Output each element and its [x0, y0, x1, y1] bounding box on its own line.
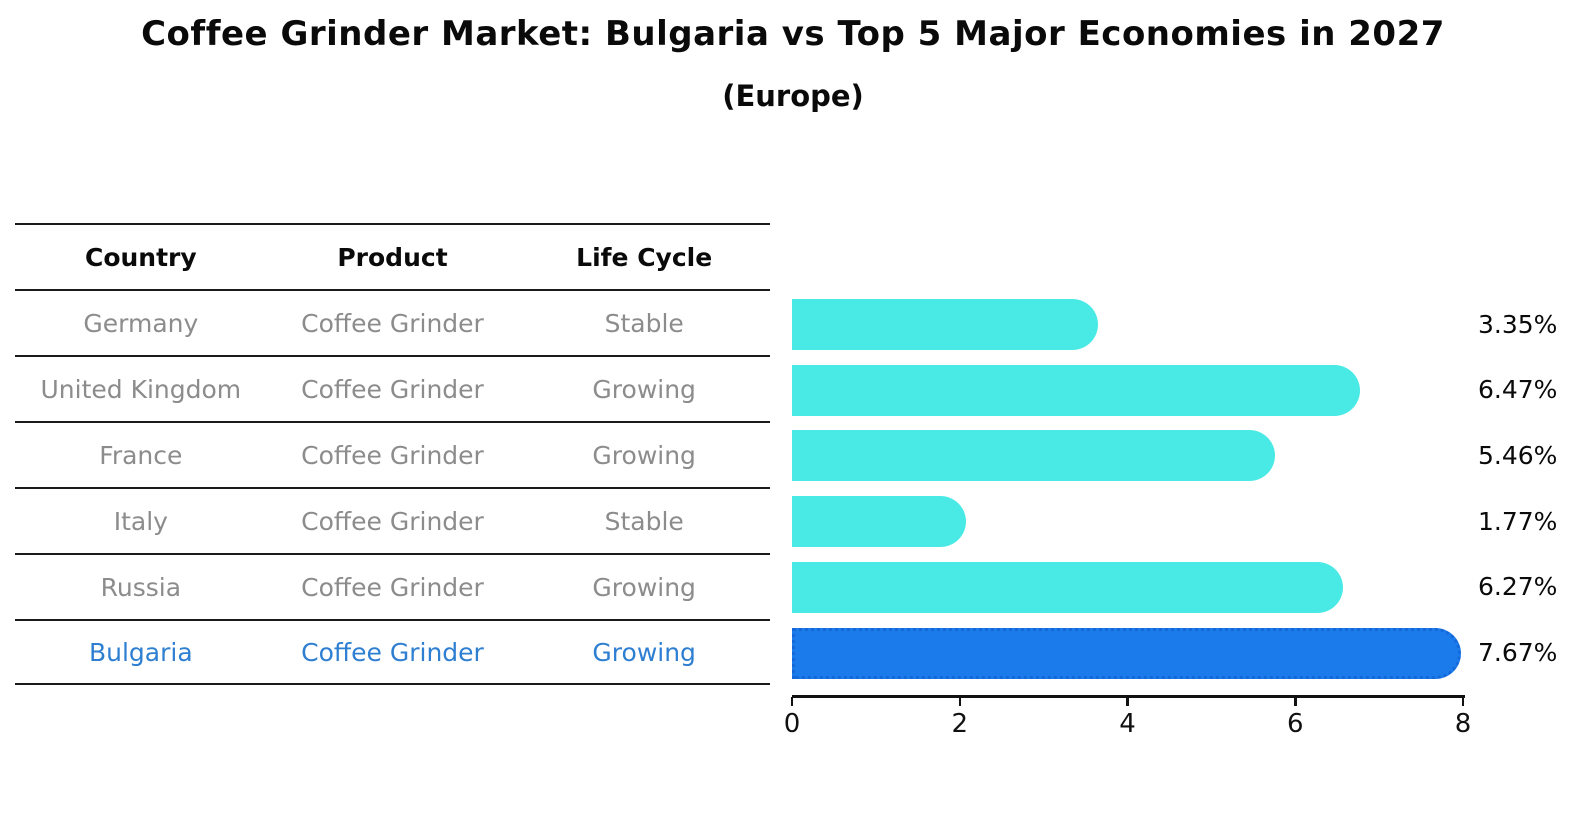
x-axis-tick: 6 — [1287, 697, 1304, 739]
bar-russia — [792, 561, 1344, 613]
x-tick-label: 4 — [1119, 709, 1136, 739]
table-row: France Coffee Grinder Growing — [15, 421, 770, 487]
cell-life-cycle: Growing — [592, 637, 696, 667]
column-header-life-cycle: Life Cycle — [576, 242, 713, 272]
value-label: 7.67% — [1478, 638, 1558, 667]
bar-plot: 0 2 4 6 8 3.35% 6.47% 5.46% 1.77% 6.27% … — [784, 223, 1586, 763]
value-label: 1.77% — [1478, 506, 1558, 536]
table-row: Russia Coffee Grinder Growing — [15, 553, 770, 619]
table-row: United Kingdom Coffee Grinder Growing — [15, 355, 770, 421]
cell-life-cycle: Stable — [604, 308, 684, 338]
cell-life-cycle: Stable — [604, 506, 684, 536]
cell-country: Russia — [100, 572, 182, 602]
value-label: 6.27% — [1478, 572, 1558, 602]
bar-united-kingdom — [792, 364, 1361, 416]
x-axis-tick: 2 — [951, 697, 968, 739]
cell-product: Coffee Grinder — [301, 572, 484, 602]
bar-bulgaria — [792, 627, 1461, 679]
bar-italy — [792, 496, 966, 548]
value-label: 5.46% — [1478, 440, 1558, 470]
column-header-product: Product — [337, 242, 448, 272]
x-tick-label: 2 — [951, 709, 969, 739]
cell-product: Coffee Grinder — [301, 506, 484, 536]
country-data-table: Country Product Life Cycle Germany Coffe… — [15, 223, 770, 685]
table-row: Bulgaria Coffee Grinder Growing — [15, 619, 770, 685]
cell-country: United Kingdom — [40, 374, 242, 404]
cell-product: Coffee Grinder — [301, 637, 484, 667]
cell-country: Germany — [83, 308, 199, 338]
cell-country: Bulgaria — [88, 637, 193, 667]
cell-life-cycle: Growing — [592, 440, 696, 470]
x-axis-line — [792, 695, 1465, 698]
bar-france — [792, 430, 1276, 482]
page-title: Coffee Grinder Market: Bulgaria vs Top 5… — [141, 14, 1445, 54]
cell-country: Italy — [113, 506, 168, 536]
value-label: 6.47% — [1478, 375, 1558, 405]
cell-product: Coffee Grinder — [301, 308, 484, 338]
x-tick-label: 8 — [1454, 709, 1472, 739]
table-row: Germany Coffee Grinder Stable — [15, 289, 770, 355]
value-label: 3.35% — [1478, 309, 1558, 339]
table-row: Italy Coffee Grinder Stable — [15, 487, 770, 553]
column-header-country: Country — [84, 242, 197, 272]
table-header-row: Country Product Life Cycle — [15, 223, 770, 289]
cell-life-cycle: Growing — [592, 374, 696, 404]
x-axis-tick: 4 — [1119, 697, 1136, 739]
x-axis-tick: 0 — [784, 697, 800, 739]
cell-life-cycle: Growing — [592, 572, 696, 602]
cell-product: Coffee Grinder — [301, 440, 484, 470]
cell-product: Coffee Grinder — [301, 374, 484, 404]
x-tick-label: 0 — [783, 709, 801, 739]
bar-germany — [792, 299, 1099, 350]
cell-country: France — [99, 440, 183, 470]
x-tick-label: 6 — [1286, 709, 1304, 739]
x-axis-tick: 8 — [1455, 697, 1471, 739]
page-subtitle: (Europe) — [722, 79, 864, 113]
